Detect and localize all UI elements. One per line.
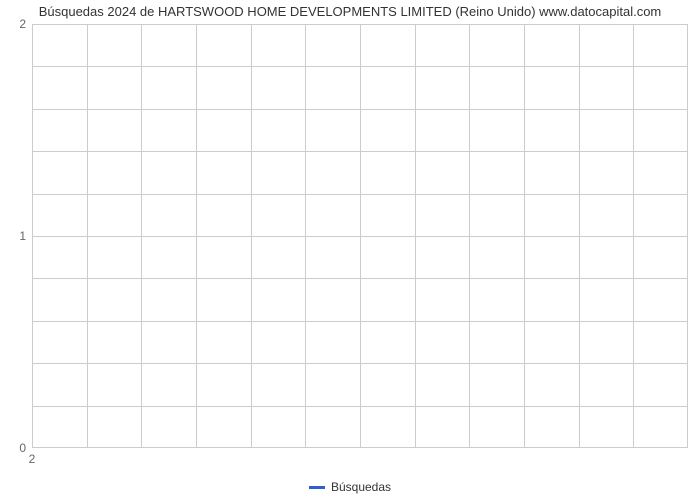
y-tick-label: 0 xyxy=(19,441,26,455)
gridline-horizontal xyxy=(32,109,688,110)
x-tick-label: 2 xyxy=(29,452,36,466)
legend-label: Búsquedas xyxy=(331,480,391,494)
y-tick-label: 2 xyxy=(19,17,26,31)
legend-swatch xyxy=(309,486,325,489)
chart-title: Búsquedas 2024 de HARTSWOOD HOME DEVELOP… xyxy=(0,4,700,19)
plot-area: 0122 xyxy=(32,24,688,448)
legend: Búsquedas xyxy=(0,479,700,494)
gridline-horizontal xyxy=(32,406,688,407)
chart-container: Búsquedas 2024 de HARTSWOOD HOME DEVELOP… xyxy=(0,0,700,500)
gridline-horizontal xyxy=(32,321,688,322)
gridline-horizontal xyxy=(32,278,688,279)
gridline-horizontal xyxy=(32,194,688,195)
y-tick-label: 1 xyxy=(19,229,26,243)
gridline-horizontal xyxy=(32,236,688,237)
gridline-horizontal xyxy=(32,363,688,364)
gridline-horizontal xyxy=(32,66,688,67)
gridline-horizontal xyxy=(32,151,688,152)
